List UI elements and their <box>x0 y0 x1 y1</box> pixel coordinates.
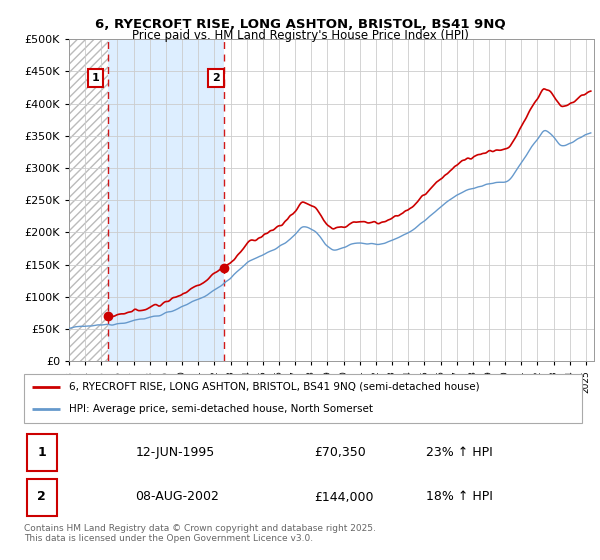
Text: Contains HM Land Registry data © Crown copyright and database right 2025.
This d: Contains HM Land Registry data © Crown c… <box>24 524 376 543</box>
Text: £70,350: £70,350 <box>314 446 366 459</box>
Bar <box>27 434 58 471</box>
Text: HPI: Average price, semi-detached house, North Somerset: HPI: Average price, semi-detached house,… <box>68 404 373 414</box>
Text: 1: 1 <box>37 446 46 459</box>
Bar <box>109 39 224 361</box>
Text: 18% ↑ HPI: 18% ↑ HPI <box>426 491 493 503</box>
Text: 2: 2 <box>37 491 46 503</box>
Text: 1: 1 <box>92 73 100 83</box>
Text: 12-JUN-1995: 12-JUN-1995 <box>136 446 215 459</box>
Text: Price paid vs. HM Land Registry's House Price Index (HPI): Price paid vs. HM Land Registry's House … <box>131 29 469 42</box>
Bar <box>27 479 58 516</box>
Text: 2: 2 <box>212 73 220 83</box>
Text: 08-AUG-2002: 08-AUG-2002 <box>136 491 220 503</box>
Text: 23% ↑ HPI: 23% ↑ HPI <box>426 446 493 459</box>
Text: 6, RYECROFT RISE, LONG ASHTON, BRISTOL, BS41 9NQ (semi-detached house): 6, RYECROFT RISE, LONG ASHTON, BRISTOL, … <box>68 382 479 392</box>
Text: £144,000: £144,000 <box>314 491 374 503</box>
Bar <box>69 39 109 361</box>
Text: 6, RYECROFT RISE, LONG ASHTON, BRISTOL, BS41 9NQ: 6, RYECROFT RISE, LONG ASHTON, BRISTOL, … <box>95 18 505 31</box>
